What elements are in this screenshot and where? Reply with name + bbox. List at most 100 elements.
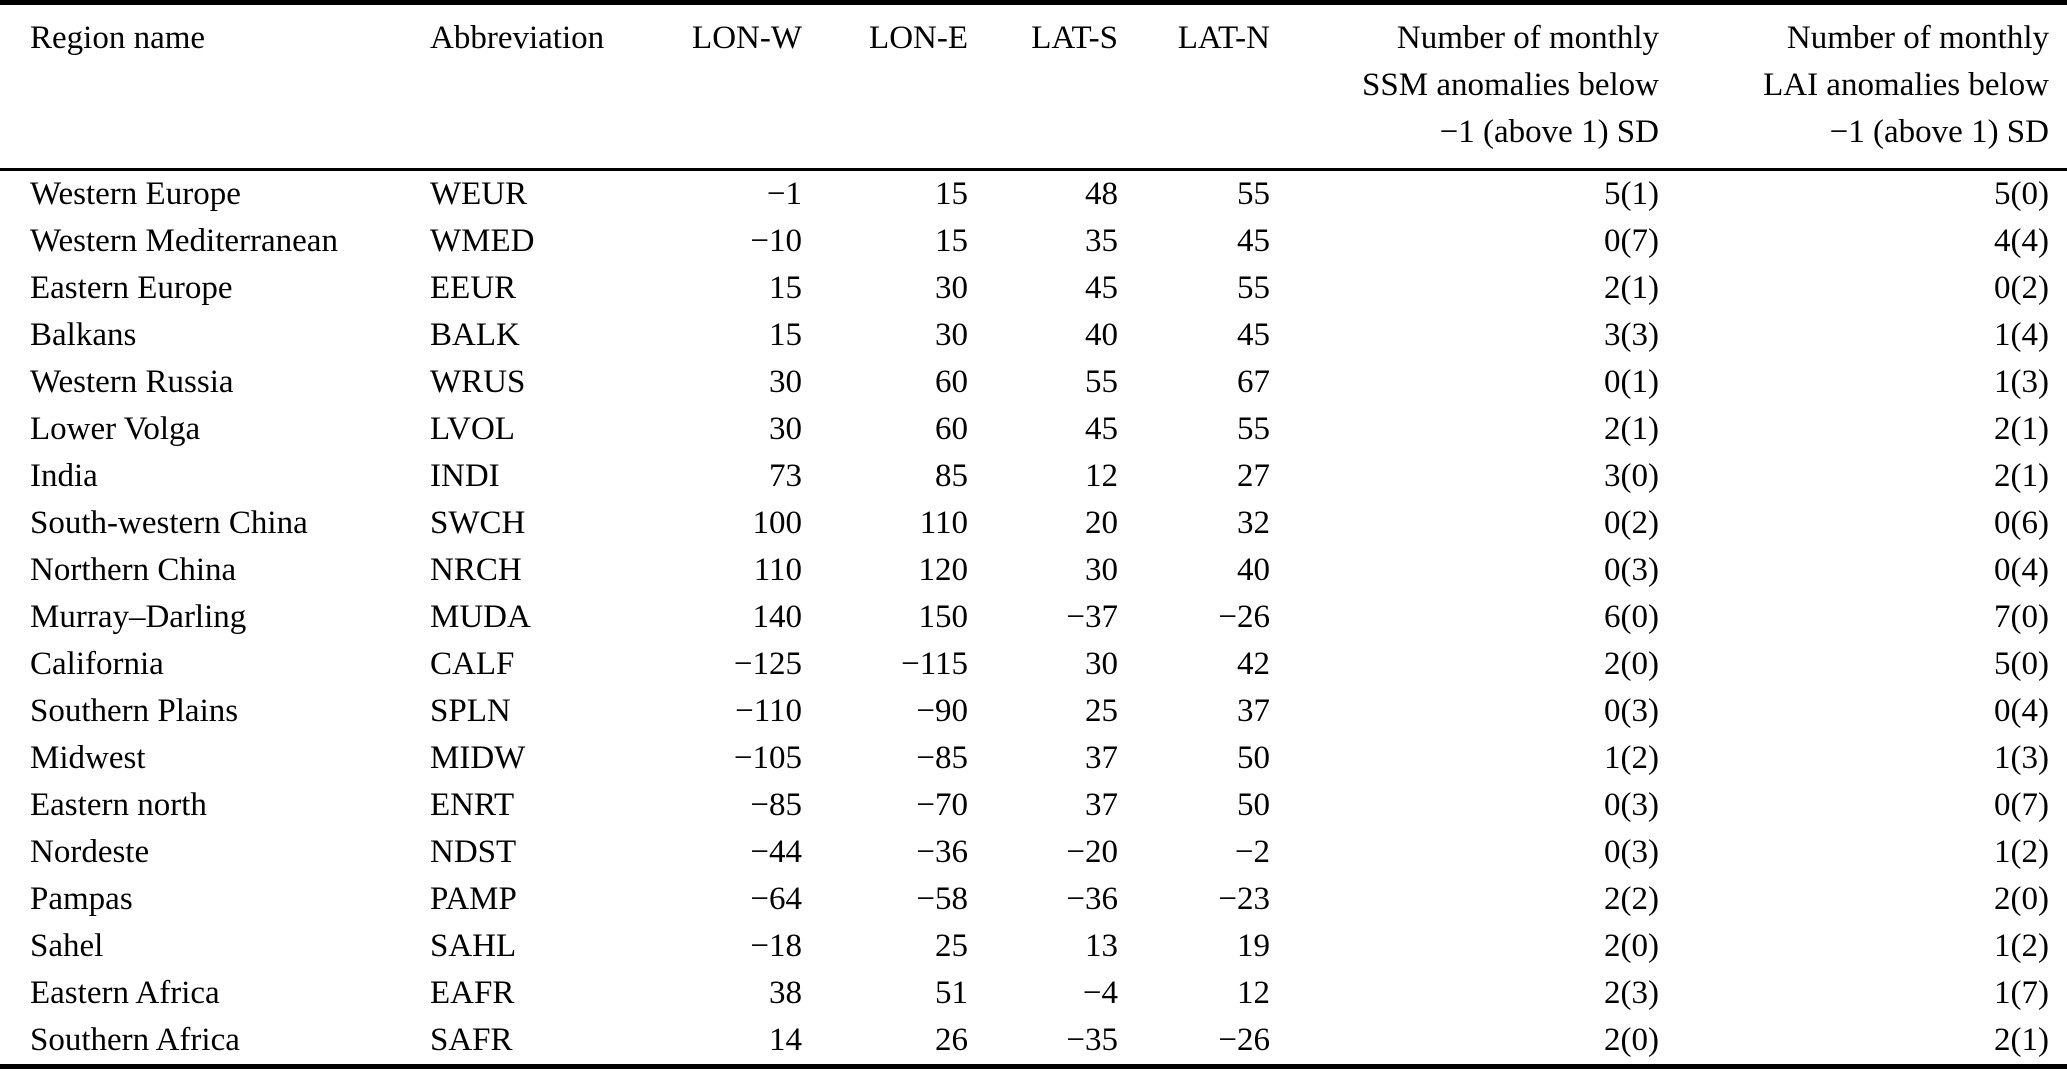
table-cell-lon-w: −105 <box>733 740 802 776</box>
table-cell-lon-e: 30 <box>935 270 968 306</box>
column-header-ssm-anomalies: Number of monthly SSM anomalies below −1 (… <box>1270 3 1659 170</box>
table-cell-lat-n: 37 <box>1237 693 1270 729</box>
table-cell-lon-e: 51 <box>935 975 968 1011</box>
table-cell-lon-e: 85 <box>935 458 968 494</box>
table-cell-abbreviation: PAMP <box>430 881 517 917</box>
table-row: Pampas PAMP −64 −58 −36 −23 2(2) 2(0) <box>0 876 2067 923</box>
table-cell-ssm-anomalies: 1(2) <box>1604 740 1659 776</box>
table-cell-ssm-anomalies: 2(1) <box>1604 411 1659 447</box>
table-cell-ssm-anomalies: 2(0) <box>1604 646 1659 682</box>
table-cell-lon-w: −10 <box>750 223 802 259</box>
table-cell-lat-s: 48 <box>1085 176 1118 212</box>
column-header-line: −1 (above 1) SD <box>1439 114 1659 150</box>
table-cell-lat-s: −37 <box>1066 599 1118 635</box>
table-cell-ssm-anomalies: 6(0) <box>1604 599 1659 635</box>
table-cell-lon-e: 60 <box>935 364 968 400</box>
table-cell-ssm-anomalies: 3(3) <box>1604 317 1659 353</box>
table-cell-abbreviation: SWCH <box>430 505 526 541</box>
table-cell-region-name: Northern China <box>30 552 237 588</box>
table-row: India INDI 73 85 12 27 3(0) 2(1) <box>0 453 2067 500</box>
table-cell-lon-w: −85 <box>750 787 802 823</box>
table-row: Nordeste NDST −44 −36 −20 −2 0(3) 1(2) <box>0 829 2067 876</box>
table-cell-region-name: Western Mediterranean <box>30 223 338 259</box>
table-cell-lon-e: 25 <box>935 928 968 964</box>
table-cell-lon-w: −110 <box>735 693 802 729</box>
table-cell-ssm-anomalies: 2(3) <box>1604 975 1659 1011</box>
table-cell-abbreviation: EAFR <box>430 975 515 1011</box>
table-cell-lat-s: 45 <box>1085 411 1118 447</box>
table-cell-region-name: South-western China <box>30 505 308 541</box>
table-cell-abbreviation: NDST <box>430 834 517 870</box>
table-cell-lat-n: 45 <box>1237 317 1270 353</box>
table-cell-abbreviation: WMED <box>430 223 535 259</box>
table-cell-lai-anomalies: 0(6) <box>1994 505 2049 541</box>
column-header-line: Number of monthly <box>1396 20 1659 56</box>
table-cell-lat-n: −2 <box>1234 834 1270 870</box>
table-cell-ssm-anomalies: 2(0) <box>1604 1022 1659 1058</box>
table-row: Midwest MIDW −105 −85 37 50 1(2) 1(3) <box>0 735 2067 782</box>
table-cell-lon-w: −1 <box>766 176 802 212</box>
table-cell-lon-w: −64 <box>750 881 802 917</box>
column-header-line: Abbreviation <box>430 20 605 56</box>
table-cell-lat-s: 40 <box>1085 317 1118 353</box>
column-header-lai-anomalies: Number of monthly LAI anomalies below −1 (… <box>1659 3 2067 170</box>
table-cell-ssm-anomalies: 2(0) <box>1604 928 1659 964</box>
table-cell-lon-w: −18 <box>750 928 802 964</box>
table-cell-region-name: Balkans <box>30 317 137 353</box>
table-cell-abbreviation: EEUR <box>430 270 517 306</box>
table-cell-lai-anomalies: 1(3) <box>1994 740 2049 776</box>
table-cell-region-name: Eastern Europe <box>30 270 233 306</box>
table-cell-abbreviation: NRCH <box>430 552 522 588</box>
table-cell-lon-e: −85 <box>916 740 968 776</box>
table-cell-lon-e: 120 <box>918 552 969 588</box>
table-cell-region-name: Southern Africa <box>30 1022 240 1058</box>
table-cell-lat-n: 12 <box>1237 975 1270 1011</box>
table-cell-region-name: Midwest <box>30 740 146 776</box>
table-row: Lower Volga LVOL 30 60 45 55 2(1) 2(1) <box>0 406 2067 453</box>
table-cell-lon-e: −115 <box>901 646 968 682</box>
table-cell-lat-n: 27 <box>1237 458 1270 494</box>
table-cell-ssm-anomalies: 3(0) <box>1604 458 1659 494</box>
table-cell-abbreviation: WEUR <box>430 176 528 212</box>
header-row: Region name Abbreviation LON-W LON-E LAT-S LA… <box>0 3 2067 170</box>
table-cell-lai-anomalies: 0(2) <box>1994 270 2049 306</box>
table-cell-abbreviation: ENRT <box>430 787 515 823</box>
table-cell-lat-n: −23 <box>1218 881 1270 917</box>
table-cell-lon-e: 15 <box>935 176 968 212</box>
table-cell-lon-e: 60 <box>935 411 968 447</box>
table-cell-lat-s: 30 <box>1085 552 1118 588</box>
column-header-line: LON-E <box>869 20 968 56</box>
table-cell-lat-s: 25 <box>1085 693 1118 729</box>
column-header-line: LAT-S <box>1031 20 1118 56</box>
table-cell-ssm-anomalies: 0(3) <box>1604 552 1659 588</box>
table-cell-lat-n: 50 <box>1237 740 1270 776</box>
table-cell-region-name: India <box>30 458 98 494</box>
table-row: Balkans BALK 15 30 40 45 3(3) 1(4) <box>0 312 2067 359</box>
table-cell-abbreviation: WRUS <box>430 364 526 400</box>
table-cell-lai-anomalies: 2(0) <box>1994 881 2049 917</box>
table-row: California CALF −125 −115 30 42 2(0) 5(0) <box>0 641 2067 688</box>
table-cell-lat-n: −26 <box>1218 599 1270 635</box>
table-cell-lat-n: −26 <box>1218 1022 1270 1058</box>
table-cell-ssm-anomalies: 0(7) <box>1604 223 1659 259</box>
table-row: Western Russia WRUS 30 60 55 67 0(1) 1(3) <box>0 359 2067 406</box>
table-cell-lon-e: 26 <box>935 1022 968 1058</box>
table-cell-lat-n: 50 <box>1237 787 1270 823</box>
table-cell-abbreviation: MIDW <box>430 740 526 776</box>
table-cell-lai-anomalies: 2(1) <box>1994 1022 2049 1058</box>
column-header-lat-n: LAT-N <box>1118 3 1270 170</box>
table-cell-lai-anomalies: 1(2) <box>1994 928 2049 964</box>
table-cell-region-name: Western Europe <box>30 176 241 212</box>
table-cell-lon-w: −125 <box>733 646 802 682</box>
table-cell-lon-w: 38 <box>769 975 802 1011</box>
table-cell-abbreviation: INDI <box>430 458 500 494</box>
table-cell-lat-n: 55 <box>1237 176 1270 212</box>
column-header-lon-e: LON-E <box>802 3 968 170</box>
table-row: Murray–Darling MUDA 140 150 −37 −26 6(0) 7(0) <box>0 594 2067 641</box>
table-cell-lai-anomalies: 1(2) <box>1994 834 2049 870</box>
table-cell-lon-e: 15 <box>935 223 968 259</box>
table-cell-lai-anomalies: 2(1) <box>1994 458 2049 494</box>
table-row: Eastern Africa EAFR 38 51 −4 12 2(3) 1(7) <box>0 970 2067 1017</box>
table-cell-lon-w: −44 <box>750 834 802 870</box>
